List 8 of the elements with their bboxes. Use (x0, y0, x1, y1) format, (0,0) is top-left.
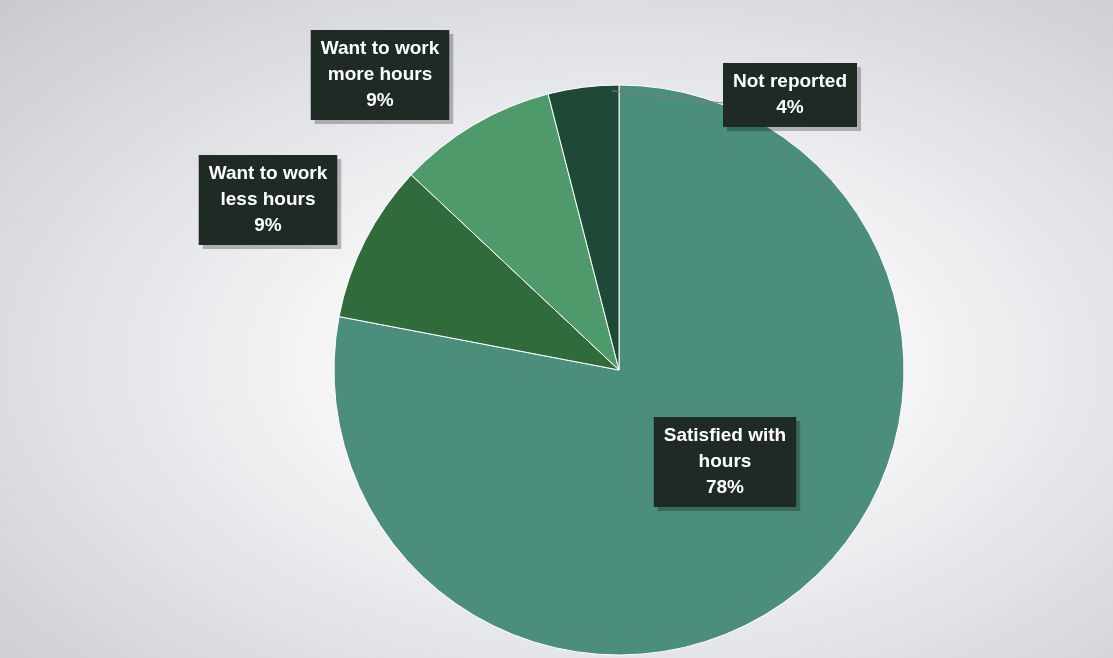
slice-label: Not reported (733, 70, 847, 92)
data-label: 9% (254, 214, 282, 236)
slice-label: Satisfied with hours (663, 424, 787, 472)
data-label: 78% (705, 476, 745, 498)
data-label: 4% (776, 96, 804, 118)
slice-label: Want to work less hours (208, 162, 328, 210)
slice-label: Want to work more hours (320, 37, 440, 85)
data-label: 9% (366, 89, 394, 111)
